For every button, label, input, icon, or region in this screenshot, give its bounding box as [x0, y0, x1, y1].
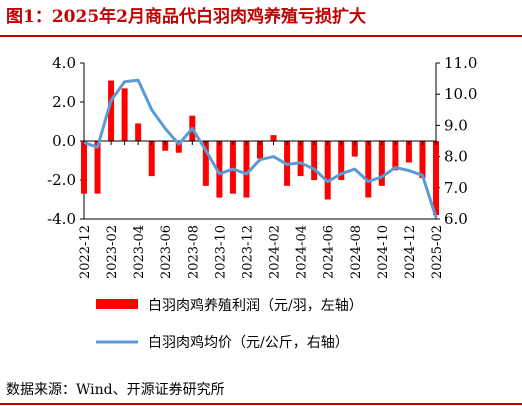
x-axis-tick-label: 2023-08	[186, 225, 201, 279]
profit-bar	[419, 141, 426, 179]
right-axis-tick-label: 8.0	[444, 148, 468, 166]
profit-bar	[365, 141, 372, 198]
profit-bar	[243, 141, 250, 198]
right-axis-tick-label: 10.0	[444, 85, 477, 103]
profit-bar	[297, 141, 304, 177]
x-axis-tick-label: 2023-04	[132, 225, 147, 279]
left-axis-tick-label: 4.0	[52, 54, 76, 72]
x-axis-tick-label: 2024-10	[376, 225, 391, 279]
profit-bar	[148, 141, 155, 177]
legend-bar-swatch	[96, 299, 138, 309]
source-note: 数据来源：Wind、开源证券研究所	[6, 382, 225, 398]
profit-bar	[135, 123, 142, 141]
x-axis-tick-label: 2024-02	[268, 225, 283, 279]
legend-label-price: 白羽肉鸡均价（元/公斤，右轴）	[148, 334, 349, 351]
profit-bar	[311, 141, 318, 180]
profit-bar	[405, 141, 412, 163]
profit-bar	[121, 88, 128, 141]
price-line	[83, 78, 438, 218]
right-axis-tick-label: 9.0	[444, 116, 468, 134]
chart-title: 图1：2025年2月商品代白羽肉鸡养殖亏损扩大	[6, 7, 366, 27]
profit-bar	[257, 141, 263, 159]
profit-bar	[229, 141, 236, 194]
left-axis-tick-label: 0.0	[52, 132, 76, 150]
x-axis-tick-label: 2022-12	[78, 225, 93, 279]
x-axis-tick-label: 2023-02	[105, 225, 120, 279]
profit-bar	[378, 141, 385, 186]
profit-bar	[108, 80, 115, 141]
profit-bar	[94, 141, 101, 194]
profit-bar	[392, 141, 399, 171]
profit-bar	[81, 141, 87, 194]
chart: -4.0 -2.0 0.0 2.0 4.0 6.0 7.0 8.0 9.0 10.0 11.0 202…	[47, 54, 477, 351]
x-axis-tick-label: 2023-06	[159, 225, 174, 279]
profit-bar	[351, 141, 358, 157]
profit-bar	[216, 141, 223, 198]
left-axis-tick-label: -2.0	[47, 171, 76, 189]
x-axis-tick-label: 2025-02	[430, 225, 445, 279]
profit-bar	[202, 141, 209, 186]
x-axis-tick-label: 2023-12	[240, 225, 255, 279]
right-axis-tick-label: 11.0	[444, 54, 477, 72]
legend-label-profit: 白羽肉鸡养殖利润（元/羽，左轴）	[148, 297, 363, 314]
x-axis-tick-label: 2024-12	[403, 225, 418, 279]
profit-bar	[162, 141, 169, 151]
title-rule	[0, 35, 522, 37]
right-axis-tick-label: 7.0	[444, 179, 468, 197]
x-axis-tick-label: 2024-08	[349, 225, 364, 279]
profit-bar	[324, 141, 331, 200]
x-axis-tick-label: 2024-06	[322, 225, 337, 279]
left-axis-tick-label: 2.0	[52, 93, 76, 111]
left-axis-tick-label: -4.0	[47, 210, 76, 228]
bottom-rule	[0, 403, 522, 405]
x-axis-tick-label: 2023-10	[213, 225, 228, 279]
x-axis-tick-label: 2024-04	[295, 225, 310, 279]
right-axis-tick-label: 6.0	[444, 210, 468, 228]
profit-bar	[270, 135, 277, 141]
profit-bar	[338, 141, 345, 180]
profit-bar	[175, 141, 182, 153]
profit-bar	[433, 141, 439, 216]
